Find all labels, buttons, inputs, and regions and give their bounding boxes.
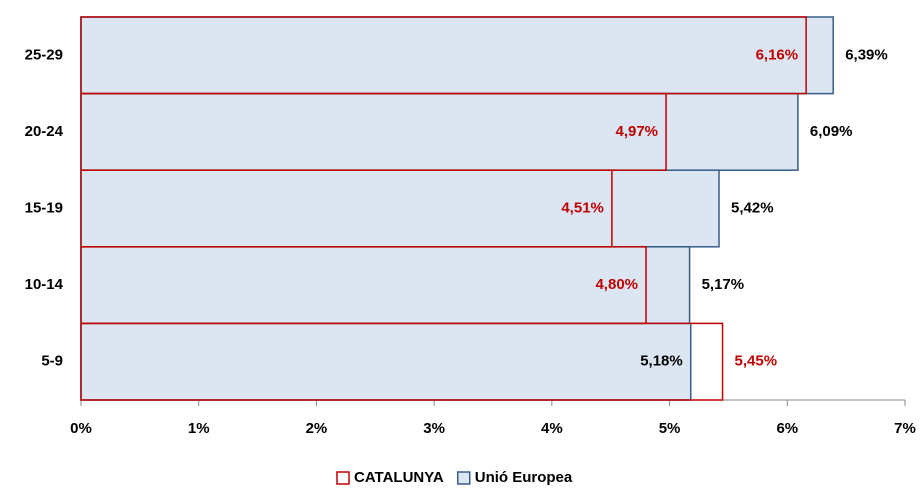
value-label: 5,18%: [640, 353, 683, 370]
x-tick-label: 4%: [541, 420, 563, 437]
bar: [80, 322, 724, 401]
y-tick-label: 15-19: [25, 199, 63, 216]
value-label: 5,42%: [731, 199, 774, 216]
bar: [80, 16, 834, 95]
legend-label: CATALUNYA: [354, 469, 444, 486]
legend-swatch: [336, 471, 350, 485]
y-tick-label: 25-29: [25, 46, 63, 63]
y-tick-label: 5-9: [41, 353, 63, 370]
x-tick-label: 0%: [70, 420, 92, 437]
x-tick-label: 6%: [776, 420, 798, 437]
x-tick-label: 5%: [659, 420, 681, 437]
value-label: 5,45%: [735, 353, 778, 370]
value-label: 6,16%: [756, 46, 799, 63]
y-tick-label: 20-24: [25, 123, 64, 140]
x-tick-label: 3%: [423, 420, 445, 437]
x-tick-label: 1%: [188, 420, 210, 437]
value-label: 6,39%: [845, 46, 888, 63]
x-tick-label: 2%: [306, 420, 328, 437]
value-label: 4,80%: [595, 276, 638, 293]
x-tick-label: 7%: [894, 420, 916, 437]
y-tick-label: 10-14: [25, 276, 64, 293]
value-label: 4,97%: [615, 123, 658, 140]
value-label: 4,51%: [561, 199, 604, 216]
value-label: 5,17%: [702, 276, 745, 293]
bar: [80, 92, 799, 171]
bar: [80, 169, 720, 248]
legend-swatch: [456, 471, 471, 485]
legend-label: Unió Europea: [475, 469, 573, 486]
value-label: 6,09%: [810, 123, 853, 140]
bar: [80, 322, 692, 401]
